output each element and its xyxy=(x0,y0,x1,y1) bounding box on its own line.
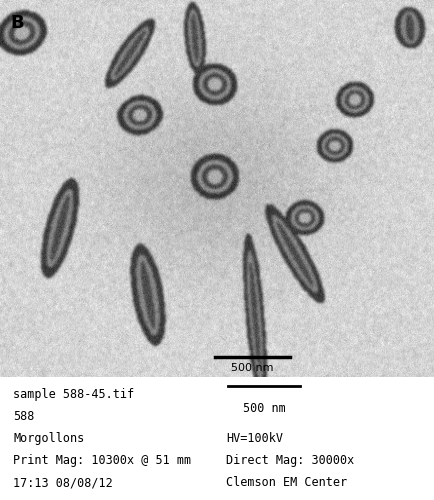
Text: B: B xyxy=(10,14,23,32)
Text: HV=100kV: HV=100kV xyxy=(226,432,283,445)
Text: 500 nm: 500 nm xyxy=(231,363,273,373)
Text: Print Mag: 10300x @ 51 mm: Print Mag: 10300x @ 51 mm xyxy=(13,454,191,468)
Text: 588: 588 xyxy=(13,410,34,423)
Text: sample 588-45.tif: sample 588-45.tif xyxy=(13,388,134,401)
Text: Morgollons: Morgollons xyxy=(13,432,84,445)
Text: 17:13 08/08/12: 17:13 08/08/12 xyxy=(13,476,112,490)
Text: 500 nm: 500 nm xyxy=(242,402,285,415)
Text: Clemson EM Center: Clemson EM Center xyxy=(226,476,346,490)
Text: Direct Mag: 30000x: Direct Mag: 30000x xyxy=(226,454,354,468)
